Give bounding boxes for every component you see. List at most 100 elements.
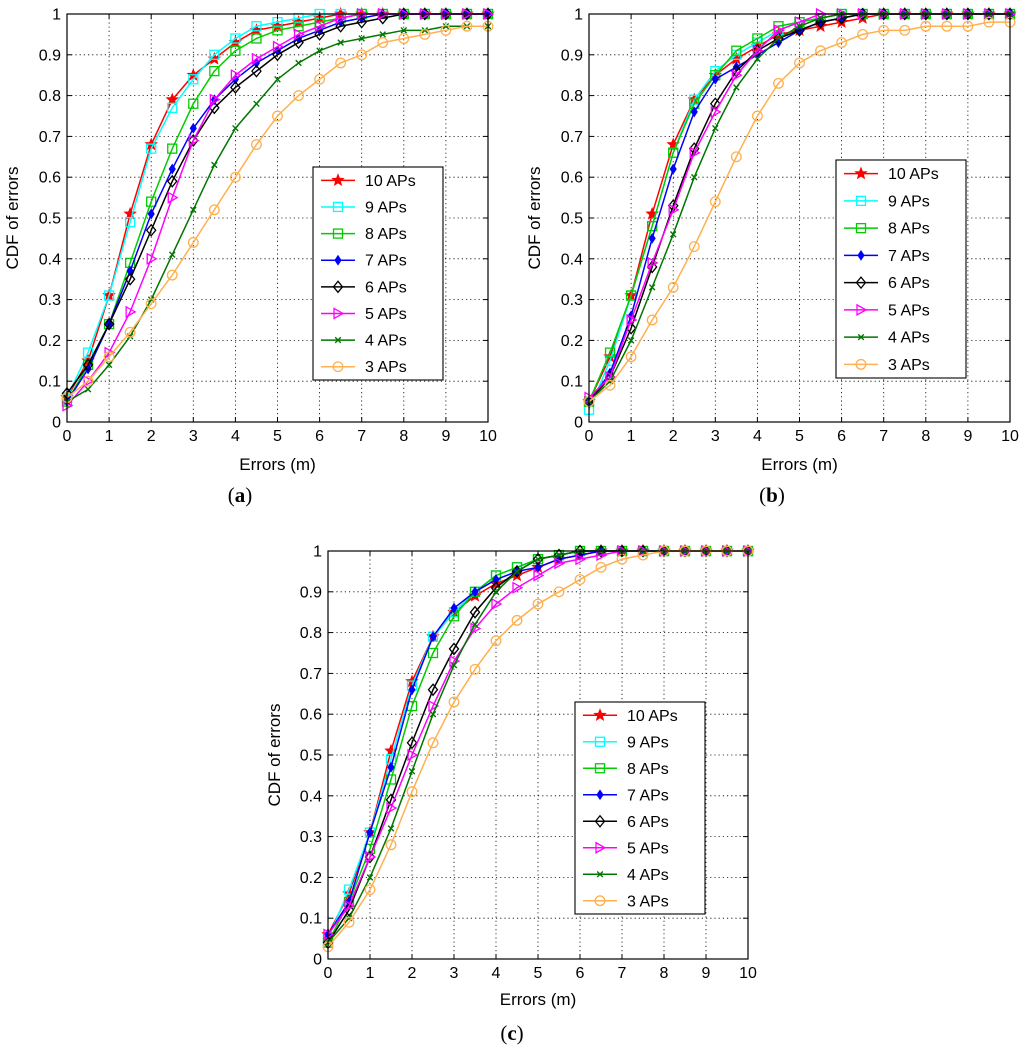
y-tick-label: 0 [52, 415, 61, 432]
data-point [398, 33, 410, 44]
data-point [335, 19, 346, 33]
data-point [400, 27, 408, 34]
legend-label: 5 APs [888, 302, 930, 319]
data-point [492, 574, 500, 585]
y-tick-label: 0.4 [39, 251, 61, 268]
data-point [857, 28, 869, 40]
panel-b: 0 1 2 3 4 5 6 7 8 9 10 0 0.1 0.2 0.3 0.4 0.5 0.6 0.7 0.8 0.9… [525, 7, 1019, 475]
x-tick-label: 5 [795, 428, 804, 445]
data-point [512, 581, 524, 594]
y-tick-label: 0.8 [39, 88, 61, 105]
x-tick-label: 10 [479, 428, 497, 445]
data-point [103, 351, 115, 363]
legend-marker [855, 195, 867, 207]
data-point [356, 49, 368, 61]
data-point [189, 122, 197, 134]
data-point [293, 90, 305, 102]
legend-item: 10 APs [321, 173, 416, 190]
data-point [648, 232, 656, 244]
data-point [365, 850, 377, 864]
data-point [230, 69, 242, 82]
y-tick-label: 0.1 [561, 374, 583, 391]
legend-item: 8 APs [844, 221, 930, 238]
data-point [251, 21, 262, 32]
data-point [82, 347, 94, 358]
x-tick-label: 10 [739, 965, 757, 982]
panel-label-b-open: ( [759, 483, 766, 507]
y-tick-label: 0.3 [561, 292, 583, 309]
data-point [272, 110, 283, 122]
data-point [751, 110, 763, 122]
data-point [471, 586, 479, 598]
data-point [168, 163, 176, 175]
data-point [377, 11, 389, 25]
x-tick-label: 3 [450, 965, 459, 982]
data-point [461, 20, 473, 32]
data-point [532, 552, 544, 566]
legend-item: 6 APs [583, 814, 669, 831]
legend-item: 6 APs [321, 279, 407, 296]
data-point [752, 33, 763, 44]
y-tick-label: 0.7 [561, 129, 583, 146]
data-point [625, 351, 637, 363]
data-point [646, 260, 658, 274]
x-tick-label: 2 [669, 428, 678, 445]
data-point [146, 252, 158, 265]
data-point [84, 386, 92, 393]
y-tick-label: 0.3 [39, 292, 61, 309]
data-point [209, 65, 220, 77]
data-point [251, 64, 262, 78]
legend-item: 7 APs [844, 248, 930, 265]
x-tick-label: 3 [189, 428, 198, 445]
legend: 10 APs 9 APs 8 APs 7 APs 6 APs 5 APs 4 APs 3 AP… [835, 159, 967, 379]
legend-label: 9 APs [627, 734, 669, 751]
data-point [448, 696, 460, 708]
x-tick-label: 2 [147, 428, 156, 445]
data-point [688, 241, 700, 253]
data-point [335, 11, 347, 25]
legend-marker [857, 333, 865, 341]
y-tick-label: 0.6 [300, 707, 322, 724]
x-tick-label: 10 [1001, 428, 1019, 445]
legend-item: 5 APs [321, 306, 407, 323]
legend-label: 7 APs [627, 787, 669, 804]
data-point [126, 265, 134, 277]
data-point [941, 20, 953, 32]
x-tick-label: 0 [585, 428, 594, 445]
y-tick-label: 0.3 [300, 829, 322, 846]
data-point [712, 124, 719, 132]
legend-item: 9 APs [844, 193, 930, 210]
data-point [125, 216, 136, 228]
legend-item: 4 APs [583, 867, 669, 884]
y-tick-label: 0.9 [39, 47, 61, 64]
legend-marker [593, 708, 607, 721]
data-point [251, 52, 263, 65]
legend-marker [334, 336, 342, 344]
data-point [209, 93, 221, 106]
data-point [442, 22, 450, 30]
data-point [595, 544, 607, 558]
data-point [627, 337, 635, 344]
data-point [406, 786, 418, 798]
legend-label: 6 APs [365, 279, 407, 296]
data-point [379, 31, 387, 38]
legend-label: 5 APs [365, 306, 407, 323]
legend-item: 8 APs [321, 226, 407, 243]
data-point [356, 15, 368, 29]
x-tick-label: 8 [921, 428, 930, 445]
legend-item: 9 APs [321, 199, 407, 216]
data-point [124, 326, 136, 338]
legend-marker [333, 307, 345, 320]
data-point [899, 24, 911, 36]
data-point [188, 74, 199, 85]
legend-label: 8 APs [888, 221, 930, 238]
legend-item: 4 APs [844, 330, 930, 347]
legend-item: 3 APs [583, 893, 669, 910]
data-point [188, 134, 200, 147]
data-point [335, 57, 347, 69]
data-point [428, 699, 440, 713]
data-point [730, 151, 742, 163]
legend-marker [855, 222, 867, 234]
data-point [105, 361, 113, 369]
data-point [293, 28, 305, 41]
